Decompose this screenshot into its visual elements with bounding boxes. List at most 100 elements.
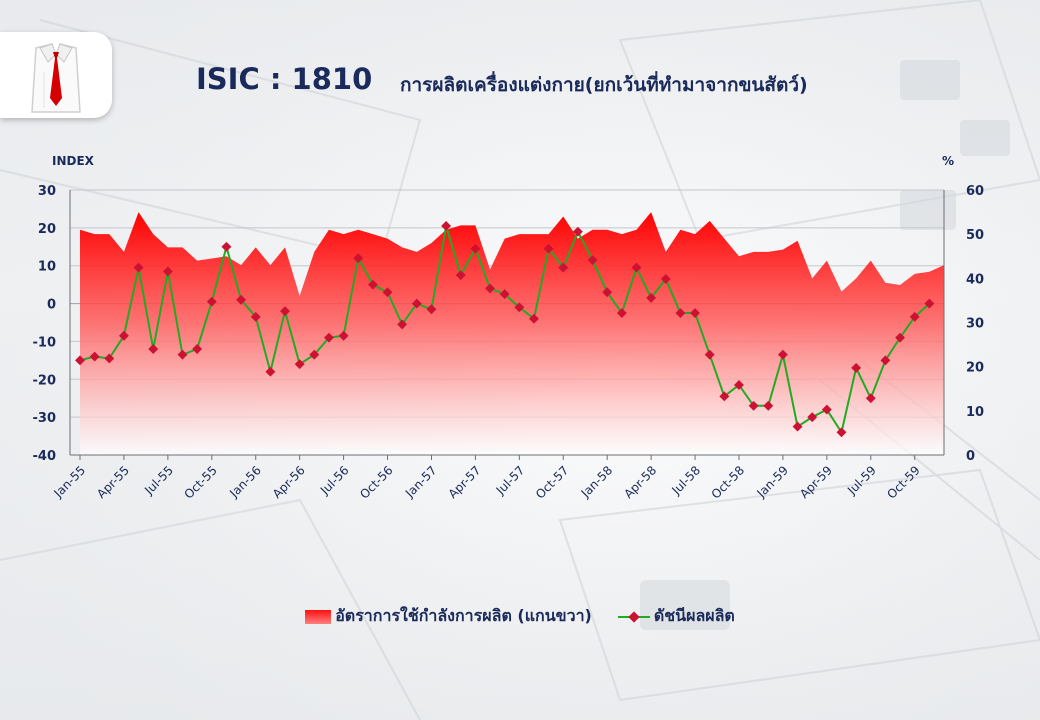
y-right-tick-label: 50	[966, 228, 984, 243]
index-point	[192, 344, 203, 354]
x-tick-label: Jul-58	[668, 463, 703, 498]
index-point	[616, 308, 627, 318]
x-tick-label: Jan-59	[753, 463, 791, 501]
index-point	[148, 344, 159, 354]
index-point	[353, 253, 364, 264]
index-point	[177, 349, 188, 360]
index-point	[294, 359, 305, 370]
index-point	[367, 279, 378, 290]
index-point	[763, 400, 774, 411]
index-point	[426, 304, 437, 315]
index-point	[543, 243, 554, 254]
index-point	[777, 349, 788, 360]
y-left-tick-label: -40	[33, 449, 57, 464]
index-point	[309, 349, 320, 360]
index-point	[485, 283, 495, 294]
index-point	[382, 287, 393, 298]
x-tick-label: Apr-58	[621, 463, 659, 501]
index-point	[690, 308, 701, 318]
index-point	[529, 313, 539, 324]
x-tick-label: Jul-59	[844, 463, 879, 498]
y-left-tick-label: 0	[47, 298, 56, 313]
y-right-tick-label: 30	[966, 317, 984, 332]
index-point	[821, 404, 832, 415]
x-tick-label: Jan-55	[51, 463, 89, 501]
y-left-tick-label: 30	[38, 184, 56, 199]
x-tick-label: Jul-57	[493, 463, 528, 498]
y-left-tick-label: -30	[33, 411, 57, 426]
index-point	[280, 306, 290, 317]
chart-legend: อัตราการใช้กำลังการผลิต (แกนขวา) ดัชนีผล…	[0, 604, 1040, 629]
x-tick-label: Oct-59	[884, 463, 922, 501]
y-left-tick-label: 10	[38, 260, 56, 275]
legend-item-index: ดัชนีผลผลิต	[617, 604, 735, 629]
x-tick-label: Oct-57	[533, 463, 571, 501]
legend-label-index: ดัชนีผลผลิต	[653, 606, 735, 625]
x-tick-label: Oct-56	[357, 463, 395, 501]
x-tick-label: Jan-58	[578, 463, 616, 501]
x-tick-label: Jul-56	[317, 463, 352, 498]
y-right-tick-label: 0	[966, 449, 975, 464]
index-point	[162, 266, 173, 277]
legend-area-swatch	[305, 609, 332, 624]
index-point	[836, 427, 847, 438]
index-point	[397, 319, 408, 330]
index-point	[748, 400, 759, 411]
index-point	[646, 292, 657, 303]
y-right-tick-label: 60	[966, 184, 984, 199]
legend-line-swatch	[617, 610, 650, 623]
index-point	[924, 298, 935, 309]
index-point	[587, 255, 598, 265]
x-tick-label: Jan-57	[402, 463, 440, 501]
index-point	[250, 311, 261, 322]
x-tick-label: Oct-58	[709, 463, 747, 501]
index-point	[265, 366, 276, 377]
shirt-tie-icon	[31, 43, 81, 113]
index-point	[104, 353, 115, 364]
index-point	[675, 308, 686, 318]
x-tick-label: Apr-57	[446, 463, 484, 501]
logo-box	[0, 32, 112, 118]
legend-label-capacity: อัตราการใช้กำลังการผลิต (แกนขวา)	[335, 606, 592, 625]
index-point	[499, 289, 510, 300]
y-right-axis-title: %	[942, 154, 954, 168]
y-right-tick-label: 10	[966, 405, 984, 420]
index-point	[206, 296, 217, 307]
chart: 30 20 10 0 -10 -20 -30 -40 60 50 40 30 20 10 0 INDEX % Ja…	[33, 154, 985, 502]
index-point	[734, 380, 744, 390]
index-point	[470, 243, 481, 254]
y-right-tick-label: 40	[966, 272, 984, 287]
index-point	[455, 270, 466, 281]
index-point	[719, 391, 730, 402]
y-right-tick-label: 20	[966, 361, 984, 376]
index-point	[909, 311, 920, 322]
index-point	[602, 287, 613, 298]
x-tick-label: Jul-55	[141, 463, 176, 498]
y-left-axis-title: INDEX	[52, 154, 95, 168]
x-tick-label: Jan-56	[226, 463, 264, 501]
x-tick-label: Apr-55	[94, 463, 132, 501]
index-point	[441, 221, 452, 231]
page-title-description: การผลิตเครื่องแต่งกาย(ยกเว้นที่ทำมาจากขน…	[400, 74, 808, 96]
index-point	[660, 274, 671, 284]
page-title-code: ISIC : 1810	[196, 62, 373, 96]
index-point	[514, 302, 525, 313]
index-point	[572, 226, 583, 237]
index-point	[411, 298, 422, 309]
index-point	[221, 241, 232, 252]
legend-item-capacity: อัตราการใช้กำลังการผลิต (แกนขวา)	[305, 604, 592, 629]
x-tick-label: Apr-59	[797, 463, 835, 501]
index-point	[880, 355, 891, 366]
y-left-tick-label: -20	[33, 373, 57, 388]
index-point	[792, 421, 803, 432]
index-point	[865, 393, 876, 404]
index-point	[323, 332, 334, 343]
index-point	[807, 412, 818, 423]
index-point	[236, 294, 247, 305]
index-point	[133, 262, 144, 273]
y-left-tick-label: -10	[33, 335, 57, 350]
x-tick-label: Apr-56	[270, 463, 308, 501]
y-left-tick-label: 20	[38, 222, 56, 237]
index-point	[851, 362, 862, 373]
index-point	[631, 262, 642, 273]
